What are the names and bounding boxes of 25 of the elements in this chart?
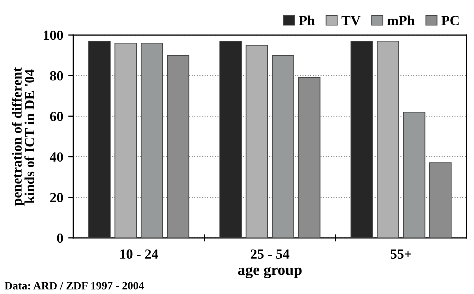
bar [377,40,400,238]
bar [140,42,164,238]
legend-label: TV [342,16,361,26]
y-tick-label: 20 [50,193,64,203]
y-tick-label: 60 [50,112,64,122]
bar [403,112,426,238]
bar [114,42,138,238]
legend-label: PC [442,16,459,26]
y-tick-label: 0 [57,234,64,244]
legend-label: mPh [388,16,415,26]
bar [272,55,294,238]
y-tick-label: 100 [44,30,64,40]
x-tick-label: 10 - 24 [120,250,158,260]
x-tick-label: 25 - 54 [251,250,290,260]
y-tick-label: 40 [50,152,64,162]
y-axis-title: penetration of different kinds of ICT in DE '04 [12,67,35,206]
bar [246,45,268,238]
bar [350,40,374,238]
bar [220,40,242,238]
y-tick-label: 80 [50,71,64,81]
x-tick-label: 55+ [390,250,412,260]
text: Data: ARD / ZDF 1997 - 2004 [4,282,144,290]
legend-label: Ph [299,16,315,26]
bar [88,40,111,238]
x-axis-title: age group [238,267,302,278]
